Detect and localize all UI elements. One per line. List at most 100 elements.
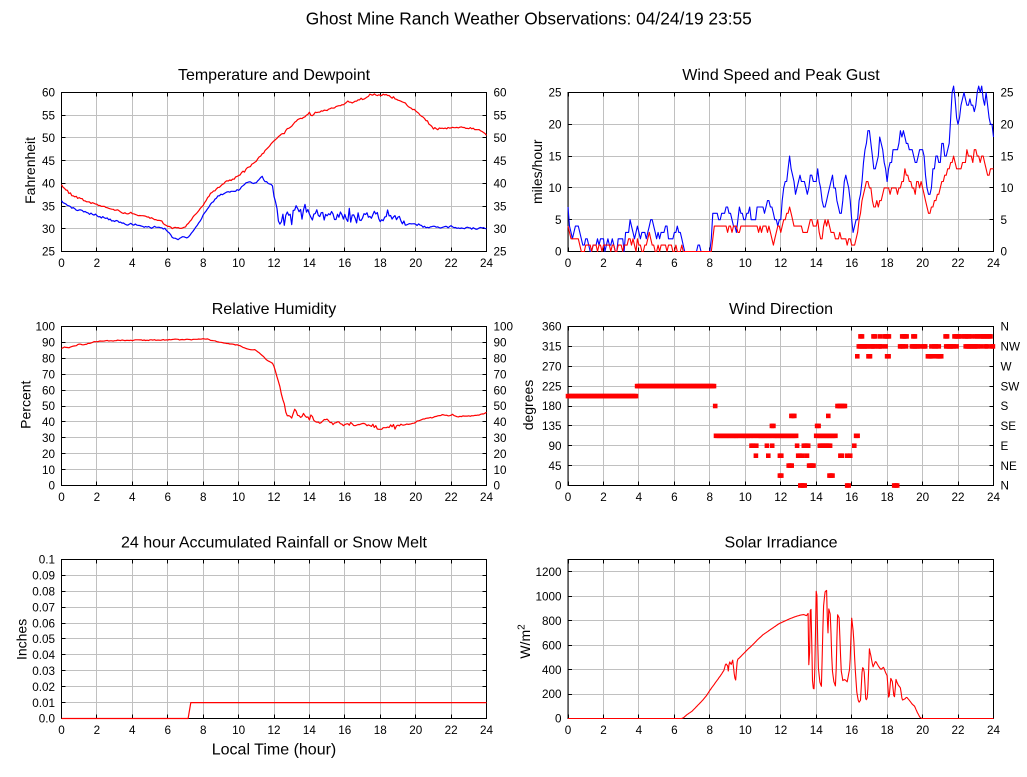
svg-text:8: 8	[707, 491, 714, 504]
svg-text:W/m2: W/m2	[517, 624, 534, 659]
svg-text:16: 16	[845, 724, 858, 737]
svg-text:10: 10	[1001, 182, 1015, 195]
svg-text:6: 6	[671, 724, 678, 737]
svg-text:14: 14	[810, 491, 824, 504]
svg-text:0: 0	[58, 491, 65, 504]
svg-text:24 hour Accumulated Rainfall o: 24 hour Accumulated Rainfall or Snow Mel…	[121, 534, 427, 551]
svg-text:60: 60	[494, 384, 508, 397]
svg-text:0: 0	[48, 480, 55, 493]
svg-text:315: 315	[542, 341, 562, 354]
svg-text:8: 8	[200, 724, 207, 737]
svg-text:6: 6	[165, 257, 172, 270]
svg-text:100: 100	[35, 321, 55, 334]
svg-text:degrees: degrees	[520, 380, 536, 431]
svg-text:E: E	[1001, 440, 1009, 453]
svg-text:0: 0	[565, 257, 572, 270]
svg-text:45: 45	[548, 460, 562, 473]
svg-text:20: 20	[494, 448, 508, 461]
svg-text:NW: NW	[1001, 341, 1020, 354]
svg-text:90: 90	[494, 337, 508, 350]
svg-text:0: 0	[58, 257, 65, 270]
svg-text:80: 80	[42, 353, 56, 366]
svg-text:NE: NE	[1001, 460, 1017, 473]
svg-text:0.05: 0.05	[32, 633, 55, 646]
svg-text:30: 30	[42, 223, 56, 236]
svg-text:0.1: 0.1	[39, 554, 55, 567]
svg-text:60: 60	[42, 384, 56, 397]
svg-text:16: 16	[845, 257, 858, 270]
svg-text:SE: SE	[1001, 420, 1017, 433]
svg-text:400: 400	[542, 664, 562, 677]
svg-text:S: S	[1001, 400, 1009, 413]
svg-text:20: 20	[409, 257, 423, 270]
svg-text:0: 0	[555, 713, 562, 726]
svg-text:10: 10	[739, 257, 753, 270]
svg-text:10: 10	[739, 491, 753, 504]
svg-text:0: 0	[555, 246, 562, 259]
svg-text:20: 20	[548, 119, 562, 132]
svg-text:14: 14	[810, 724, 824, 737]
svg-text:10: 10	[739, 724, 753, 737]
svg-text:360: 360	[542, 321, 562, 334]
svg-text:70: 70	[494, 368, 508, 381]
svg-text:18: 18	[881, 257, 894, 270]
svg-text:2: 2	[600, 724, 607, 737]
svg-text:12: 12	[774, 724, 787, 737]
svg-text:10: 10	[232, 724, 246, 737]
svg-text:25: 25	[42, 246, 56, 259]
svg-text:40: 40	[494, 178, 508, 191]
svg-text:22: 22	[445, 257, 458, 270]
svg-text:12: 12	[267, 491, 280, 504]
svg-text:180: 180	[542, 400, 562, 413]
svg-text:18: 18	[374, 724, 387, 737]
svg-text:N: N	[1001, 480, 1009, 493]
svg-text:0: 0	[565, 724, 572, 737]
svg-text:Local Time (hour): Local Time (hour)	[212, 742, 337, 759]
svg-text:22: 22	[445, 491, 458, 504]
svg-text:0.0: 0.0	[39, 713, 56, 726]
svg-text:24: 24	[480, 724, 494, 737]
svg-text:0.04: 0.04	[32, 649, 55, 662]
svg-text:100: 100	[494, 321, 514, 334]
svg-text:10: 10	[42, 464, 56, 477]
svg-text:6: 6	[165, 724, 172, 737]
svg-text:35: 35	[494, 200, 508, 213]
svg-text:40: 40	[494, 416, 508, 429]
svg-text:0: 0	[565, 491, 572, 504]
svg-text:24: 24	[987, 257, 1001, 270]
svg-text:miles/hour: miles/hour	[529, 139, 545, 204]
svg-text:0.08: 0.08	[32, 586, 55, 599]
svg-text:4: 4	[636, 257, 643, 270]
svg-text:10: 10	[232, 257, 246, 270]
svg-text:6: 6	[671, 491, 678, 504]
svg-text:Fahrenheit: Fahrenheit	[22, 137, 38, 204]
svg-text:16: 16	[845, 491, 858, 504]
svg-text:45: 45	[494, 155, 508, 168]
svg-text:10: 10	[232, 491, 246, 504]
svg-text:Relative Humidity: Relative Humidity	[212, 301, 336, 318]
svg-text:50: 50	[494, 132, 508, 145]
svg-text:4: 4	[129, 724, 136, 737]
svg-text:18: 18	[881, 724, 894, 737]
svg-text:Wind Speed and Peak Gust: Wind Speed and Peak Gust	[682, 67, 880, 84]
svg-text:225: 225	[542, 380, 562, 393]
svg-text:600: 600	[542, 639, 562, 652]
svg-text:20: 20	[916, 257, 930, 270]
svg-text:Wind Direction: Wind Direction	[729, 301, 833, 318]
svg-text:20: 20	[409, 724, 423, 737]
svg-text:45: 45	[42, 155, 56, 168]
svg-text:14: 14	[810, 257, 824, 270]
svg-text:40: 40	[42, 416, 56, 429]
svg-text:1000: 1000	[535, 590, 562, 603]
svg-text:35: 35	[42, 200, 56, 213]
svg-text:Inches: Inches	[13, 619, 29, 660]
svg-text:24: 24	[480, 257, 494, 270]
svg-text:135: 135	[542, 420, 562, 433]
svg-text:0.01: 0.01	[32, 697, 55, 710]
svg-text:60: 60	[42, 87, 56, 100]
svg-text:5: 5	[1001, 214, 1008, 227]
svg-text:0: 0	[494, 480, 501, 493]
svg-text:0.06: 0.06	[32, 617, 55, 630]
svg-text:10: 10	[548, 182, 562, 195]
svg-text:10: 10	[494, 464, 508, 477]
